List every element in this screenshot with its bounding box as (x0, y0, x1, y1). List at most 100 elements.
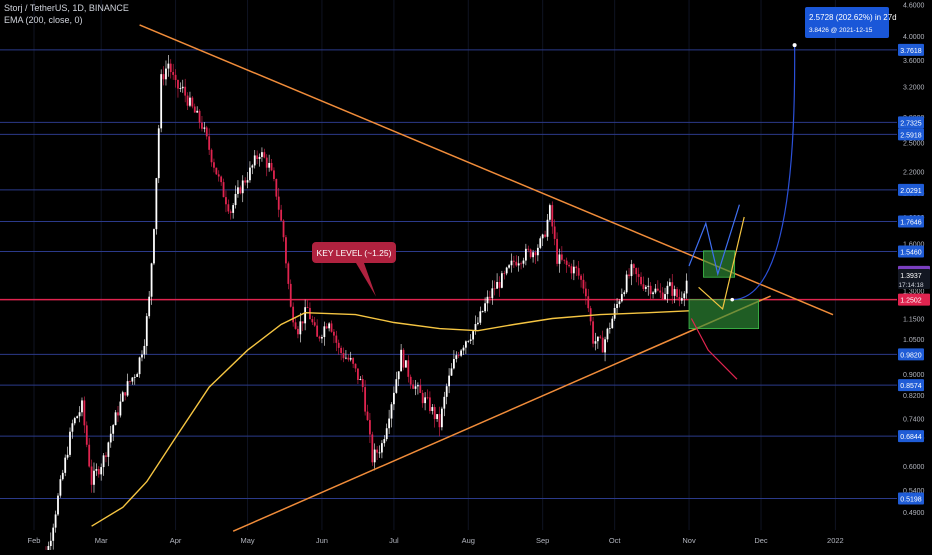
candle-body (155, 178, 158, 230)
y-tick-label: 0.4900 (903, 510, 925, 517)
x-tick-label: Apr (170, 536, 182, 545)
x-tick-label: 2022 (827, 536, 844, 545)
candle-body (421, 392, 424, 404)
candle-body (83, 400, 86, 426)
candle-body (546, 219, 549, 237)
candle-body (172, 72, 175, 75)
candle-body (587, 296, 590, 309)
candle-body (102, 455, 105, 468)
level-badge-label: 2.0291 (900, 188, 922, 195)
candle-body (496, 281, 498, 289)
candle-body (460, 350, 462, 356)
candle-body (407, 360, 410, 377)
candle-body (193, 106, 196, 113)
candle-body (167, 63, 170, 69)
candle-body (652, 292, 654, 295)
candle-body (177, 80, 179, 89)
candle-body (520, 263, 522, 265)
x-tick-label: Dec (754, 536, 768, 545)
candle-body (599, 336, 602, 338)
candle-body (544, 234, 546, 237)
candle-body (436, 414, 439, 420)
candle-body (642, 284, 645, 289)
candle-body (304, 307, 307, 324)
candle-body (270, 162, 273, 171)
candle-body (385, 428, 388, 440)
candle-body (445, 386, 448, 397)
x-tick-label: Feb (28, 536, 41, 545)
y-tick-label: 2.2000 (903, 170, 925, 177)
candle-body (114, 412, 117, 426)
level-badge (898, 430, 924, 443)
candle-body (81, 400, 83, 413)
candle-body (457, 355, 460, 357)
candle-body (601, 337, 604, 353)
candle-body (541, 234, 544, 239)
candle-body (294, 322, 297, 329)
candle-body (201, 122, 203, 129)
candle-body (393, 392, 395, 405)
candle-body (342, 353, 345, 359)
candle-body (318, 336, 321, 339)
candle-body (452, 358, 455, 369)
candle-body (560, 254, 563, 260)
candle-body (448, 375, 450, 387)
key-level-label: KEY LEVEL (~1.25) (317, 248, 392, 258)
candle-body (90, 466, 93, 485)
candle-body (150, 263, 153, 297)
candle-body (261, 152, 263, 157)
target-point (792, 43, 797, 48)
candle-body (232, 205, 235, 213)
candle-body (179, 88, 182, 90)
candle-body (131, 377, 134, 382)
candle-body (412, 384, 415, 389)
level-badge (898, 379, 924, 392)
y-tick-label: 2.5000 (903, 141, 925, 148)
candle-body (640, 276, 642, 285)
level-badge (898, 245, 924, 258)
candle-body (654, 288, 657, 293)
y-tick-label: 0.9000 (903, 372, 925, 379)
candle-body (508, 265, 510, 268)
key-level-pointer (356, 263, 376, 297)
price-badge (898, 293, 930, 306)
candle-body (635, 268, 638, 275)
candle-body (417, 385, 419, 387)
target-info-line2: 3.8426 @ 2021-12-15 (809, 27, 873, 34)
candle-body (661, 292, 664, 300)
level-badge-label: 0.8574 (900, 383, 922, 390)
candle-body (524, 248, 527, 261)
level-badge-label: 2.7325 (900, 120, 922, 127)
candle-body (405, 360, 407, 368)
level-badge (898, 43, 924, 56)
candle-body (249, 167, 251, 181)
candle-body (671, 282, 674, 296)
candle-body (71, 423, 74, 432)
candle-body (558, 254, 561, 264)
candle-body (637, 274, 640, 277)
yellow-scenario-path (698, 216, 745, 311)
candle-body (208, 136, 211, 150)
red-scenario-path (690, 318, 738, 380)
candle-body (352, 358, 355, 364)
candle-body (500, 273, 503, 288)
level-badge-label: 1.5460 (900, 249, 922, 256)
candle-body (117, 412, 119, 416)
candle-body (498, 281, 501, 288)
candle-body (241, 180, 244, 194)
candle-body (441, 408, 443, 428)
indicator-label: EMA (200, close, 0) (4, 15, 83, 25)
candle-body (433, 407, 436, 420)
target-info-line1: 2.5728 (202.62%) in 27d (809, 13, 897, 22)
candle-body (400, 349, 403, 372)
candle-body (529, 249, 532, 258)
candle-body (388, 418, 391, 429)
candle-body (88, 444, 91, 467)
projection-arc (732, 45, 796, 301)
candle-body (467, 340, 470, 342)
level-badge (898, 492, 924, 505)
candle-body (215, 167, 218, 175)
candle-body (625, 274, 628, 293)
